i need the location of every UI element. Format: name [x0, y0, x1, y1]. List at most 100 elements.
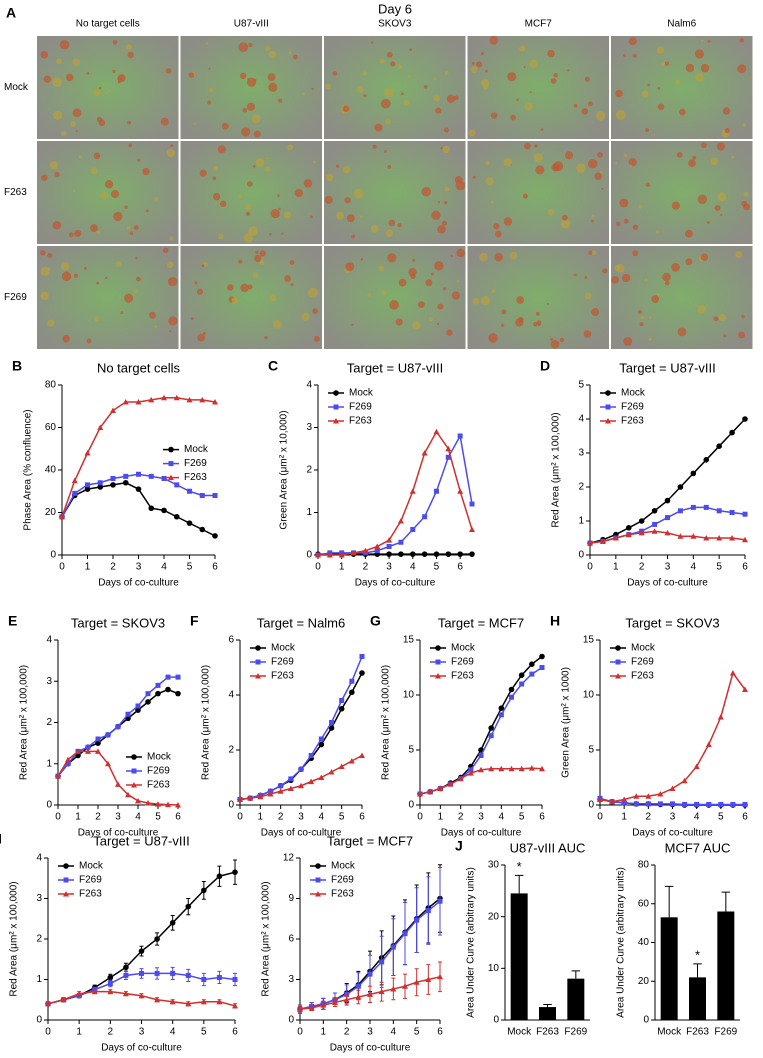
legend-label: F263 [271, 671, 294, 682]
cell-cluster [722, 107, 731, 115]
x-tick-label: 4 [694, 812, 700, 823]
cell-cluster [675, 79, 681, 85]
x-tick-label: 2 [108, 1027, 114, 1038]
cell-cluster [468, 129, 476, 137]
cell-cluster [707, 39, 711, 43]
marker [131, 768, 137, 774]
cell-cluster [124, 293, 134, 303]
cell-cluster [657, 103, 665, 111]
marker [199, 493, 205, 498]
marker [318, 736, 324, 742]
x-tick-label: 5 [201, 1027, 207, 1038]
cell-cluster [287, 144, 294, 151]
marker [367, 971, 373, 977]
cell-cluster [238, 259, 243, 264]
legend-label: F269 [147, 766, 170, 777]
cell-cluster [550, 337, 554, 341]
marker [665, 515, 670, 521]
cell-cluster [93, 152, 101, 160]
cell-cluster [253, 130, 261, 138]
cell-cluster [246, 102, 256, 111]
marker [138, 992, 145, 999]
marker [298, 766, 304, 772]
cell-cluster [238, 42, 249, 53]
cell-cluster [359, 215, 363, 219]
micrograph [611, 36, 753, 139]
marker [187, 488, 192, 494]
legend-label: F269 [331, 875, 354, 886]
cell-cluster [731, 155, 735, 159]
x-tick-label: 2 [363, 562, 369, 573]
marker [333, 418, 339, 424]
cell-cluster [242, 107, 248, 113]
marker [433, 428, 440, 435]
marker [716, 443, 722, 450]
marker [287, 785, 294, 791]
cell-cluster [284, 275, 291, 282]
legend-label: F263 [79, 889, 102, 900]
marker [84, 450, 91, 456]
cell-cluster [208, 67, 211, 71]
cell-cluster [62, 334, 70, 343]
cell-cluster [268, 82, 278, 93]
cell-cluster [342, 105, 350, 113]
marker [518, 672, 525, 678]
y-axis-label: Green Area (μm² x 10,000) [279, 410, 290, 529]
cell-cluster [713, 316, 719, 322]
y-tick-label: 80 [638, 860, 650, 871]
cell-cluster [252, 164, 256, 168]
marker [488, 725, 494, 731]
panel-a-title: Day 6 [378, 1, 412, 16]
marker [148, 505, 155, 512]
cell-cluster [547, 208, 555, 216]
marker [651, 508, 658, 514]
panel-label: G [370, 613, 381, 629]
cell-cluster [510, 114, 517, 121]
row-label: F263 [4, 187, 27, 198]
marker [605, 418, 611, 424]
marker [457, 433, 463, 439]
marker [63, 863, 69, 869]
marker [175, 802, 181, 808]
marker [742, 686, 748, 692]
marker [328, 725, 335, 731]
cell-cluster [632, 53, 637, 59]
cell-cluster [165, 68, 172, 74]
cell-cluster [240, 72, 247, 79]
column-label: Nalm6 [667, 19, 696, 30]
marker [105, 732, 111, 738]
cell-cluster [345, 262, 355, 272]
cell-cluster [98, 119, 106, 127]
cell-cluster [294, 188, 304, 198]
cell-cluster [437, 200, 441, 204]
y-tick-label: 1 [46, 758, 52, 769]
marker [199, 526, 206, 533]
y-tick-label: 2 [306, 465, 312, 476]
marker [374, 543, 381, 549]
bar [510, 893, 528, 1020]
cell-cluster [700, 253, 709, 261]
marker [85, 744, 91, 750]
cell-cluster [117, 80, 121, 84]
cell-cluster [651, 295, 660, 303]
cell-cluster [615, 89, 623, 98]
y-tick-label: 30 [488, 860, 500, 871]
x-tick-label: 1 [321, 1027, 327, 1038]
cell-cluster [434, 260, 444, 271]
x-tick-label: Mock [657, 1027, 682, 1038]
marker [169, 920, 176, 926]
marker [729, 535, 736, 541]
marker [355, 994, 362, 1000]
cell-cluster [292, 54, 298, 60]
legend-label: F263 [631, 671, 654, 682]
marker [633, 801, 639, 807]
cell-cluster [168, 316, 178, 326]
cell-cluster [446, 94, 456, 103]
marker [315, 552, 321, 558]
cell-cluster [54, 171, 60, 178]
cell-cluster [60, 130, 67, 137]
y-axis-label: Red Area (μm² x 100,000) [19, 665, 30, 780]
y-axis-label: Red Area (μm² x 100,000) [381, 665, 392, 780]
y-tick-label: 20 [45, 507, 57, 518]
